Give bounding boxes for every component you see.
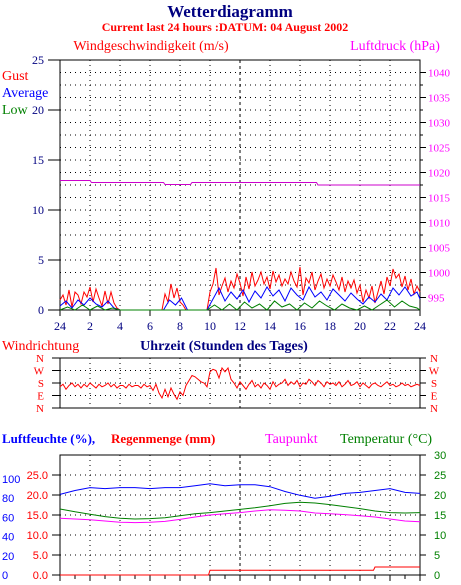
y-tick-label: 0 <box>38 303 44 317</box>
direction-tick-label-left: W <box>34 366 45 378</box>
series-line-average <box>59 285 421 311</box>
humidity-title: Luftfeuchte (%), <box>2 431 95 446</box>
y2-tick-label: 995 <box>428 293 445 305</box>
time-x-axis: 24 2 4 6 8 10 12 14 16 18 20 22 24 <box>54 310 426 333</box>
temperature-tick-label: 0 <box>434 570 440 582</box>
direction-series <box>59 366 421 401</box>
humidity-tick-label: 0 <box>2 570 8 582</box>
page-title: Wetterdiagramm <box>167 2 293 21</box>
x-tick-label: 22 <box>384 319 396 333</box>
humidity-tick-label: 40 <box>2 532 14 544</box>
humidity-y-axis: 0 20 40 60 80 100 0.0 5.0 10.0 15.0 20.0 25.0 0 5 10 15… <box>2 450 446 582</box>
y2-tick-label: 1015 <box>428 193 451 205</box>
direction-y-axis: N NW WS SE EN N <box>34 353 440 415</box>
pressure-y-axis: 995 1000 1005 1010 1015 1020 1025 1030 1035 1040 <box>420 68 451 305</box>
direction-tick-label-right: W <box>429 366 440 378</box>
x-tick-label: 12 <box>234 319 246 333</box>
y2-tick-label: 1030 <box>428 118 451 130</box>
series-line-low <box>59 299 421 311</box>
legend-low: Low <box>2 103 29 118</box>
rain-tick-label: 10.0 <box>27 530 48 542</box>
y2-tick-label: 1025 <box>428 143 451 155</box>
temperature-title: Temperatur (°C) <box>340 432 432 447</box>
x-tick-label: 20 <box>354 319 366 333</box>
series-line-regenmenge <box>60 566 420 576</box>
direction-title: Windrichtung <box>2 339 79 354</box>
rain-title: Regenmenge (mm) <box>111 431 215 446</box>
x-tick-label: 6 <box>147 319 153 333</box>
page-subtitle: Current last 24 hours :DATUM: 04 August … <box>102 20 349 34</box>
x-tick-label: 4 <box>117 319 123 333</box>
x-tick-label: 10 <box>204 319 216 333</box>
x-tick-label: 16 <box>294 319 306 333</box>
series-line-temperatur <box>59 501 421 520</box>
direction-plot: N NW WS SE EN N <box>34 353 440 415</box>
humidity-tick-label: 20 <box>2 551 14 563</box>
direction-tick-label-right: S <box>431 378 437 390</box>
direction-tick-label-right: E <box>431 391 438 403</box>
series-line-luftdruck <box>60 180 420 186</box>
rain-tick-label: 25.0 <box>27 470 48 482</box>
temperature-tick-label: 5 <box>434 550 440 562</box>
wind-series <box>59 180 421 311</box>
legend-gust: Gust <box>2 69 29 84</box>
wind-y-axis: 0 5 10 15 20 25 <box>32 53 60 317</box>
y2-tick-label: 1000 <box>428 268 451 280</box>
x-tick-label: 14 <box>264 319 276 333</box>
direction-tick-label-right: N <box>430 353 438 365</box>
y2-tick-label: 1035 <box>428 93 451 105</box>
direction-tick-label-left: S <box>38 378 44 390</box>
wind-title: Windgeschwindigkeit (m/s) <box>73 39 229 54</box>
temperature-tick-label: 25 <box>434 470 446 482</box>
legend-average: Average <box>2 86 48 101</box>
x-tick-label: 18 <box>324 319 336 333</box>
humidity-tick-label: 60 <box>2 512 14 524</box>
y-tick-label: 15 <box>32 153 44 167</box>
y2-tick-label: 1040 <box>428 68 451 80</box>
y-tick-label: 5 <box>38 253 44 267</box>
direction-tick-label-left: N <box>36 353 44 365</box>
series-line-taupunkt <box>59 509 421 524</box>
rain-tick-label: 5.0 <box>33 550 48 562</box>
x-tick-label: 8 <box>177 319 183 333</box>
humidity-series <box>59 483 421 576</box>
humidity-grid <box>60 455 420 575</box>
y2-tick-label: 1005 <box>428 243 451 255</box>
humidity-x-axis <box>59 575 421 581</box>
series-line-direction <box>59 366 421 401</box>
humidity-plot: 0 20 40 60 80 100 0.0 5.0 10.0 15.0 20.0 25.0 0 5 10 15… <box>2 450 446 582</box>
humidity-tick-label: 80 <box>2 493 14 505</box>
temperature-tick-label: 30 <box>434 450 446 462</box>
x-tick-label: 24 <box>54 319 66 333</box>
y-tick-label: 20 <box>32 103 44 117</box>
direction-tick-label-right: N <box>430 403 438 415</box>
series-line-gust <box>59 266 421 311</box>
direction-grid <box>60 358 420 408</box>
direction-tick-label-left: E <box>37 391 44 403</box>
temperature-tick-label: 10 <box>434 530 446 542</box>
y2-tick-label: 1020 <box>428 168 451 180</box>
rain-tick-label: 15.0 <box>27 510 48 522</box>
time-axis-label: Uhrzeit (Stunden des Tages) <box>140 339 308 354</box>
direction-tick-label-left: N <box>36 403 44 415</box>
dewpoint-title: Taupunkt <box>265 432 318 447</box>
y-tick-label: 25 <box>32 53 44 67</box>
series-line-luftfeuchte <box>59 483 421 499</box>
humidity-tick-label: 100 <box>2 474 20 486</box>
rain-tick-label: 20.0 <box>27 490 48 502</box>
pressure-title: Luftdruck (hPa) <box>350 39 440 54</box>
y-tick-label: 10 <box>32 203 44 217</box>
temperature-tick-label: 15 <box>434 510 446 522</box>
temperature-tick-label: 20 <box>434 490 446 502</box>
rain-tick-label: 0.0 <box>33 570 48 582</box>
y2-tick-label: 1010 <box>428 218 451 230</box>
x-tick-label: 2 <box>87 319 93 333</box>
x-tick-label: 24 <box>414 319 426 333</box>
